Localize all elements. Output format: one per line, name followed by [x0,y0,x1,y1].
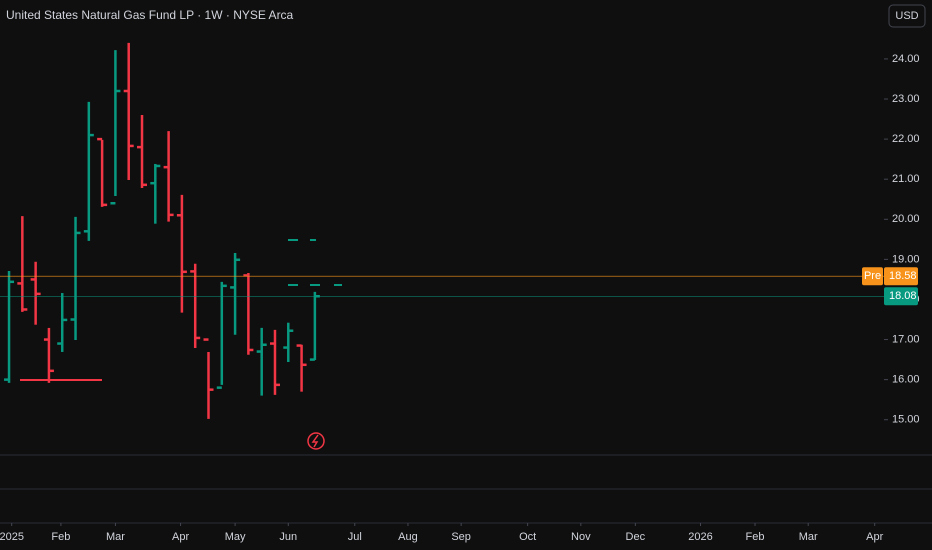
y-tick-label: 21.00 [892,173,920,185]
y-tick-label: 19.00 [892,253,920,265]
y-tick-label: 23.00 [892,93,920,105]
price-label: 18.58 [889,270,917,282]
y-tick-label: 15.00 [892,414,920,426]
x-tick-label: Apr [866,531,883,543]
x-tick-label: Mar [799,531,818,543]
x-tick-label: Aug [398,531,418,543]
x-tick-label: Feb [746,531,765,543]
chart-title: United States Natural Gas Fund LP · 1W ·… [6,8,294,22]
price-name-box [862,267,883,286]
x-tick-label: Dec [626,531,646,543]
x-tick-label: 2026 [688,531,712,543]
x-tick-label: May [225,531,246,543]
y-tick-label: 16.00 [892,374,920,386]
x-tick-label: Nov [571,531,591,543]
x-tick-label: Jun [279,531,297,543]
x-tick-label: Mar [106,531,125,543]
price-label-box [884,267,918,286]
x-tick-label: Apr [172,531,189,543]
y-tick-label: 17.00 [892,333,920,345]
alert-icon[interactable] [307,432,325,450]
y-tick-label: 24.00 [892,53,920,65]
currency-button[interactable] [888,4,926,28]
y-tick-label: 20.00 [892,213,920,225]
y-tick-label: 22.00 [892,133,920,145]
x-tick-label: Sep [451,531,471,543]
price-label-box [884,287,918,306]
x-tick-label: Jul [348,531,362,543]
currency-label: USD [895,10,918,22]
price-label: 18.08 [889,290,917,302]
x-tick-label: Oct [519,531,536,543]
projection-dashes [288,239,342,286]
x-tick-label: 2025 [0,531,24,543]
x-tick-label: Feb [51,531,70,543]
price-name: Pre [864,270,881,282]
